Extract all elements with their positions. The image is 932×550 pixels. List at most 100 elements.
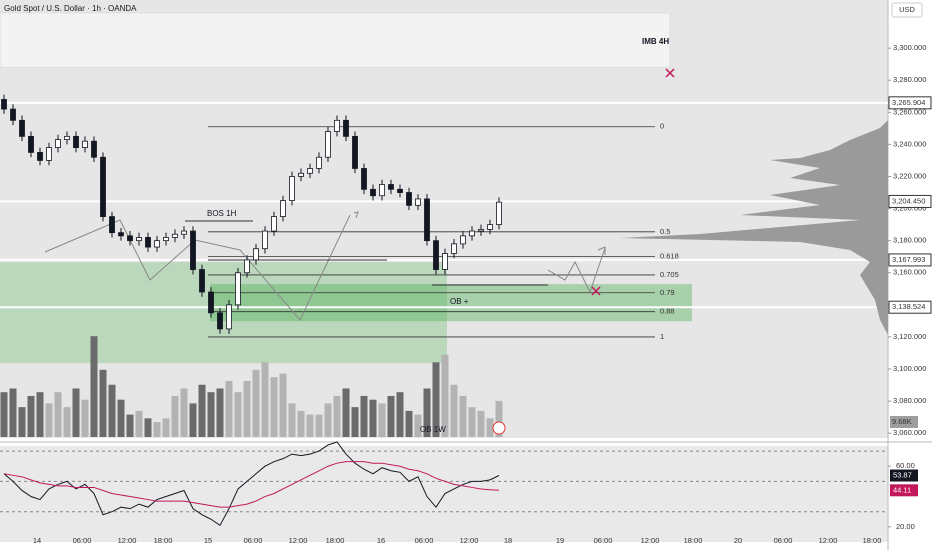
- candle-body: [262, 230, 268, 250]
- x-tick-label: 18: [504, 536, 512, 545]
- volume-bar: [81, 399, 89, 437]
- volume-bar: [450, 384, 458, 437]
- x-tick-label: 06:00: [774, 536, 793, 545]
- volume-bar: [459, 395, 467, 437]
- candle-body: [280, 200, 286, 217]
- volume-bar: [486, 418, 494, 437]
- rsi-tag: [890, 469, 918, 482]
- candle-body: [289, 176, 295, 201]
- alert-icon[interactable]: [492, 421, 506, 435]
- volume-bar: [432, 362, 440, 437]
- volume-bar: [351, 407, 359, 437]
- volume-bar: [225, 381, 233, 437]
- candle-body: [298, 172, 304, 177]
- x-tick-label: 16: [377, 536, 385, 545]
- volume-bar: [207, 392, 215, 437]
- fib-label: 1: [660, 332, 664, 341]
- candle-body: [388, 184, 394, 190]
- volume-bar: [189, 403, 197, 437]
- candle-body: [55, 139, 61, 149]
- candle-body: [325, 131, 331, 158]
- volume-bar: [378, 403, 386, 437]
- volume-bar: [162, 418, 170, 437]
- y-tick-label: 3,180.000: [893, 236, 926, 245]
- candle-body: [460, 235, 466, 245]
- volume-bar: [99, 369, 107, 437]
- candle-body: [10, 108, 16, 121]
- volume-bar: [117, 399, 125, 437]
- x-tick-label: 20: [734, 536, 742, 545]
- fib-label: 0.618: [660, 252, 679, 261]
- candle-body: [397, 188, 403, 193]
- candle-body: [406, 192, 412, 206]
- volume-bar: [495, 400, 503, 437]
- volume-bar: [0, 392, 8, 437]
- candle-body: [253, 248, 259, 261]
- candle-body: [496, 201, 502, 226]
- volume-bar: [261, 362, 269, 437]
- candle-body: [343, 119, 349, 137]
- fib-label: 0.705: [660, 270, 679, 279]
- y-tick-label: 3,220.000: [893, 171, 926, 180]
- zone-label: OB +: [450, 297, 469, 306]
- volume-bar: [288, 403, 296, 437]
- price-tag: [888, 194, 932, 208]
- candle-body: [334, 119, 340, 132]
- candle-body: [433, 240, 439, 270]
- x-tick-label: 06:00: [415, 536, 434, 545]
- candle-body: [82, 140, 88, 149]
- volume-bar: [72, 388, 80, 437]
- volume-bar: [387, 395, 395, 437]
- rsi-tag-label: 44.11: [893, 485, 911, 494]
- volume-bar: [342, 388, 350, 437]
- candle-body: [190, 230, 196, 270]
- candle-body: [271, 216, 277, 232]
- price-tag-label: 3,204.450: [892, 196, 925, 205]
- candle-body: [415, 198, 421, 206]
- candle-body: [136, 237, 142, 242]
- candle-body: [172, 233, 178, 238]
- volume-tag-label: 9.68K: [892, 417, 912, 426]
- candle-body: [46, 147, 52, 161]
- volume-bar: [18, 407, 26, 437]
- volume-bar: [414, 414, 422, 437]
- volume-bar: [90, 336, 98, 437]
- volume-tag: [890, 416, 918, 428]
- y-tick-label: 3,260.000: [893, 107, 926, 116]
- volume-bar: [171, 395, 179, 437]
- candle-body: [235, 272, 241, 306]
- zone: [0, 12, 671, 68]
- zone-label: IMB 4H: [642, 37, 669, 46]
- candle-body: [469, 230, 475, 237]
- candle-body: [145, 237, 151, 248]
- candle-body: [19, 119, 25, 137]
- volume-bar: [477, 410, 485, 437]
- price-tag: [888, 300, 932, 314]
- zone: [210, 284, 692, 322]
- currency: USD: [899, 5, 915, 14]
- zone-label: OB 1W: [420, 425, 446, 434]
- candle-body: [1, 99, 7, 110]
- candle-body: [226, 304, 232, 330]
- candle-body: [109, 216, 115, 234]
- volume-bar: [270, 377, 278, 437]
- currency-button[interactable]: [891, 2, 923, 18]
- volume-bar: [180, 388, 188, 437]
- volume-bar: [306, 414, 314, 437]
- x-tick-label: 12:00: [118, 536, 137, 545]
- candle-body: [370, 188, 376, 197]
- x-tick-label: 14: [33, 536, 41, 545]
- y-tick-label: 3,100.000: [893, 364, 926, 373]
- volume-bar: [63, 407, 71, 437]
- volume-bar: [108, 384, 116, 437]
- volume-bar: [27, 395, 35, 437]
- volume-bar: [369, 399, 377, 437]
- volume-bar: [9, 388, 17, 437]
- bos-label: BOS 1H: [207, 209, 237, 218]
- volume-bar: [144, 418, 152, 437]
- x-tick-label: 19: [556, 536, 564, 545]
- chart-title: Gold Spot / U.S. Dollar · 1h · OANDA: [4, 4, 137, 13]
- x-tick-label: 15: [204, 536, 212, 545]
- candle-body: [73, 135, 79, 149]
- y-tick-label: 3,120.000: [893, 332, 926, 341]
